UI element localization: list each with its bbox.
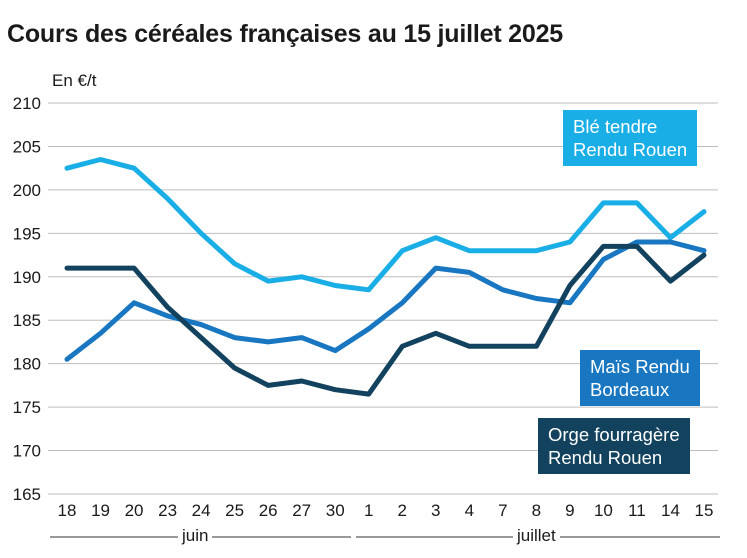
y-tick-label: 205 [13, 137, 41, 156]
x-tick-label: 25 [225, 501, 244, 520]
x-tick-label: 4 [465, 501, 474, 520]
x-tick-label: 26 [259, 501, 278, 520]
x-tick-label: 14 [661, 501, 680, 520]
y-tick-label: 200 [13, 181, 41, 200]
x-tick-label: 3 [431, 501, 440, 520]
y-tick-label: 195 [13, 224, 41, 243]
legend-line-2: Rendu Rouen [548, 447, 663, 468]
y-tick-label: 185 [13, 311, 41, 330]
legend-label-mais: Maïs Rendu Bordeaux [580, 350, 700, 406]
y-tick-label: 180 [13, 355, 41, 374]
month-label-juillet: juillet [513, 526, 560, 546]
x-tick-label: 1 [364, 501, 373, 520]
series-line-0 [64, 157, 707, 293]
y-tick-label: 210 [13, 94, 41, 113]
x-tick-label: 19 [91, 501, 110, 520]
x-tick-label: 11 [628, 501, 646, 520]
legend-line-2: Rendu Rouen [573, 139, 688, 160]
legend-line-2: Bordeaux [590, 379, 670, 400]
x-tick-label: 9 [565, 501, 574, 520]
chart-title: Cours des céréales françaises au 15 juil… [7, 20, 564, 48]
x-tick-label: 20 [125, 501, 144, 520]
series-lines [64, 157, 707, 397]
legend-label-ble-tendre: Blé tendre Rendu Rouen [563, 110, 698, 166]
y-tick-label: 165 [13, 485, 41, 504]
series-line-1 [64, 239, 707, 362]
month-label-juin: juin [178, 526, 213, 546]
x-tick-label: 23 [158, 501, 177, 520]
legend-label-orge: Orge fourragère Rendu Rouen [538, 418, 690, 474]
legend-line-1: Maïs Rendu [590, 356, 690, 377]
x-tick-label: 15 [695, 501, 714, 520]
y-axis-unit-label: En €/t [52, 71, 97, 90]
x-tick-label: 18 [58, 501, 77, 520]
x-tick-label: 8 [532, 501, 541, 520]
x-tick-label: 24 [192, 501, 211, 520]
y-tick-label: 170 [13, 442, 41, 461]
x-tick-label: 30 [326, 501, 345, 520]
x-tick-label: 2 [398, 501, 407, 520]
series-line-2 [64, 243, 707, 397]
x-tick-label: 27 [292, 501, 311, 520]
y-tick-label: 175 [13, 398, 41, 417]
legend-line-1: Orge fourragère [548, 424, 680, 445]
y-tick-label: 190 [13, 268, 41, 287]
x-axis-ticks: 18 19 20 23 24 25 26 27 30 1 2 3 4 7 8 9 10 11 14 15 [58, 501, 714, 520]
x-tick-label: 10 [594, 501, 613, 520]
x-tick-label: 7 [498, 501, 507, 520]
legend-line-1: Blé tendre [573, 116, 658, 137]
y-axis-ticks: 165 170 175 180 185 190 195 200 205 210 [13, 94, 41, 504]
